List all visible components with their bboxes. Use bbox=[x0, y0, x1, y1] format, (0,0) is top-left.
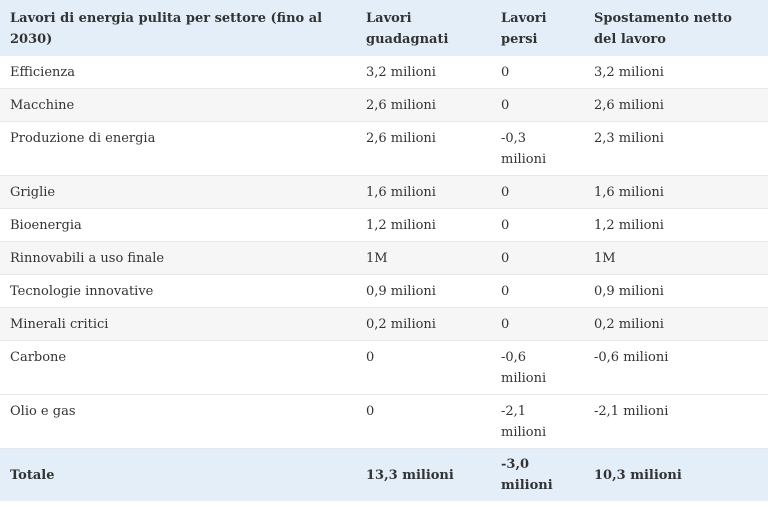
cell-jobs-lost: 0 bbox=[491, 241, 584, 275]
cell-sector: Bioenergia bbox=[0, 208, 356, 242]
table-footer: Totale 13,3 milioni -3,0 milioni 10,3 mi… bbox=[0, 448, 768, 501]
cell-sector: Macchine bbox=[0, 88, 356, 122]
table-row: Carbone 0 -0,6 milioni -0,6 milioni bbox=[0, 340, 768, 395]
cell-jobs-gained: 0 bbox=[356, 394, 491, 449]
cell-net-displacement: 3,2 milioni bbox=[584, 56, 768, 89]
cell-net-displacement: 0,9 milioni bbox=[584, 274, 768, 308]
cell-jobs-lost: 0 bbox=[491, 56, 584, 89]
table-row: Rinnovabili a uso finale 1M 0 1M bbox=[0, 241, 768, 275]
table-row: Produzione di energia 2,6 milioni -0,3 m… bbox=[0, 121, 768, 176]
total-label: Totale bbox=[10, 467, 55, 483]
cell-sector: Griglie bbox=[0, 175, 356, 209]
cell-jobs-lost: 0 bbox=[491, 208, 584, 242]
header-jobs-gained: Lavori guadagnati bbox=[366, 11, 449, 47]
cell-sector: Minerali critici bbox=[0, 307, 356, 341]
table-row: Bioenergia 1,2 milioni 0 1,2 milioni bbox=[0, 208, 768, 242]
cell-jobs-gained: 2,6 milioni bbox=[356, 88, 491, 122]
header-jobs-lost: Lavori persi bbox=[501, 11, 547, 47]
cell-net-displacement: 1M bbox=[584, 241, 768, 275]
header-net-displacement: Spostamento netto del lavoro bbox=[594, 11, 732, 47]
header-sector: Lavori di energia pulita per settore (fi… bbox=[10, 11, 323, 47]
table-row: Olio e gas 0 -2,1 milioni -2,1 milioni bbox=[0, 394, 768, 449]
cell-sector: Rinnovabili a uso finale bbox=[0, 241, 356, 275]
table-row: Minerali critici 0,2 milioni 0 0,2 milio… bbox=[0, 307, 768, 341]
cell-net-displacement: 1,2 milioni bbox=[584, 208, 768, 242]
table-row: Griglie 1,6 milioni 0 1,6 milioni bbox=[0, 175, 768, 209]
total-net-displacement: 10,3 milioni bbox=[594, 467, 682, 483]
cell-jobs-gained: 0,2 milioni bbox=[356, 307, 491, 341]
total-jobs-lost: -3,0 milioni bbox=[501, 457, 553, 493]
cell-sector: Carbone bbox=[0, 340, 356, 395]
cell-jobs-gained: 1,2 milioni bbox=[356, 208, 491, 242]
total-jobs-gained: 13,3 milioni bbox=[366, 467, 454, 483]
table-row: Tecnologie innovative 0,9 milioni 0 0,9 … bbox=[0, 274, 768, 308]
cell-jobs-gained: 1,6 milioni bbox=[356, 175, 491, 209]
cell-jobs-lost: 0 bbox=[491, 88, 584, 122]
cell-jobs-gained: 3,2 milioni bbox=[356, 56, 491, 89]
cell-jobs-lost: -0,3 milioni bbox=[491, 121, 584, 176]
cell-net-displacement: 2,3 milioni bbox=[584, 121, 768, 176]
cell-net-displacement: -0,6 milioni bbox=[584, 340, 768, 395]
cell-jobs-lost: -2,1 milioni bbox=[491, 394, 584, 449]
cell-jobs-gained: 1M bbox=[356, 241, 491, 275]
cell-sector: Olio e gas bbox=[0, 394, 356, 449]
cell-sector: Tecnologie innovative bbox=[0, 274, 356, 308]
cell-net-displacement: -2,1 milioni bbox=[584, 394, 768, 449]
cell-sector: Produzione di energia bbox=[0, 121, 356, 176]
cell-jobs-lost: 0 bbox=[491, 274, 584, 308]
cell-jobs-lost: 0 bbox=[491, 175, 584, 209]
cell-jobs-gained: 0,9 milioni bbox=[356, 274, 491, 308]
cell-sector: Efficienza bbox=[0, 56, 356, 89]
header-row: Lavori di energia pulita per settore (fi… bbox=[0, 0, 768, 56]
cell-net-displacement: 0,2 milioni bbox=[584, 307, 768, 341]
total-row: Totale 13,3 milioni -3,0 milioni 10,3 mi… bbox=[0, 448, 768, 501]
table-body: Efficienza 3,2 milioni 0 3,2 milioni Mac… bbox=[0, 56, 768, 449]
cell-jobs-gained: 0 bbox=[356, 340, 491, 395]
table-header: Lavori di energia pulita per settore (fi… bbox=[0, 0, 768, 56]
table-row: Efficienza 3,2 milioni 0 3,2 milioni bbox=[0, 56, 768, 89]
table-row: Macchine 2,6 milioni 0 2,6 milioni bbox=[0, 88, 768, 122]
cell-jobs-gained: 2,6 milioni bbox=[356, 121, 491, 176]
cell-jobs-lost: 0 bbox=[491, 307, 584, 341]
cell-net-displacement: 2,6 milioni bbox=[584, 88, 768, 122]
cell-jobs-lost: -0,6 milioni bbox=[491, 340, 584, 395]
cell-net-displacement: 1,6 milioni bbox=[584, 175, 768, 209]
